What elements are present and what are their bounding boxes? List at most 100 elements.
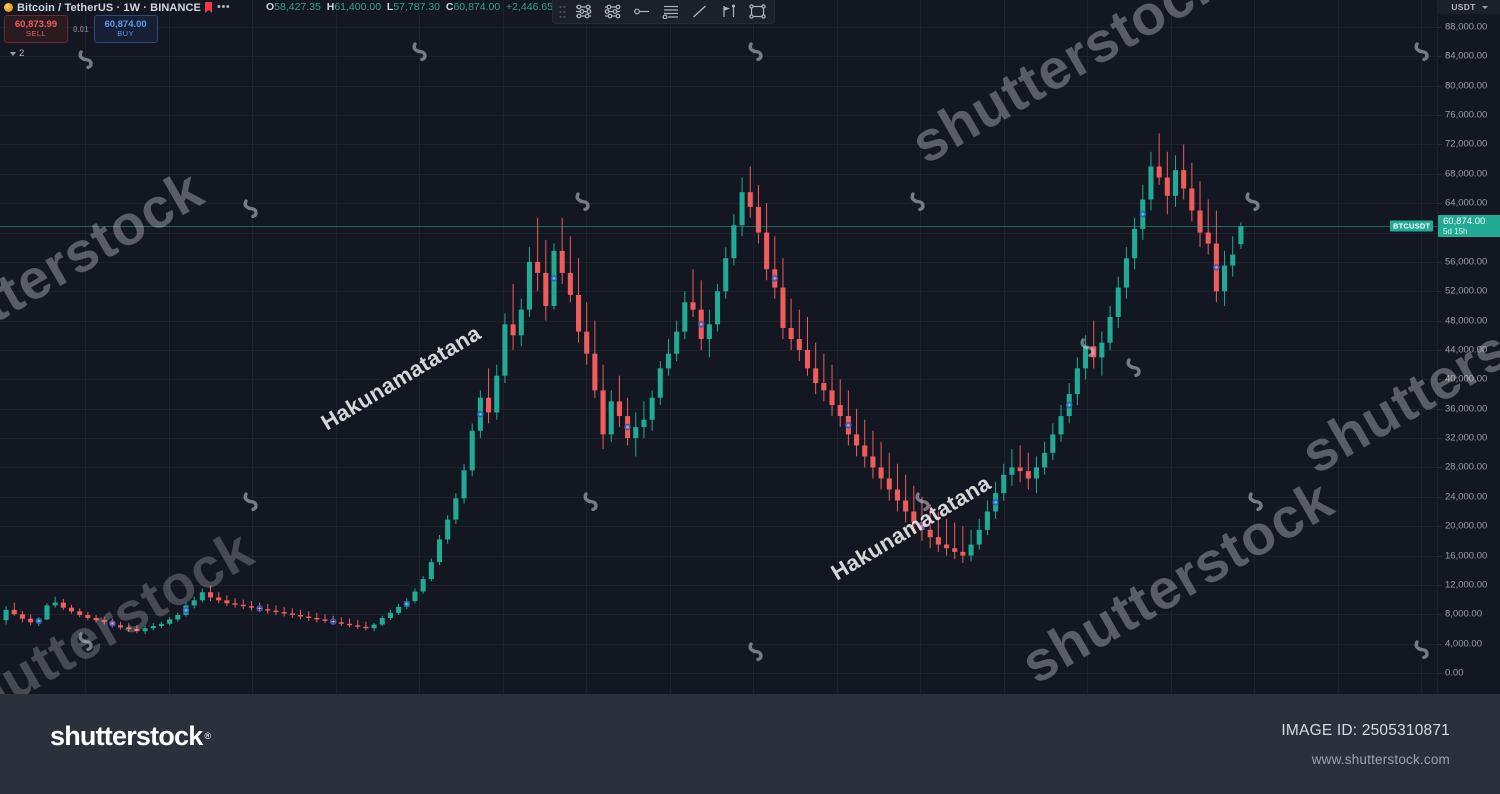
bitcoin-coin-icon (4, 3, 13, 12)
quantity-value: 2 (19, 48, 25, 59)
grid-line-vertical (670, 0, 671, 694)
dot-line-icon[interactable] (627, 1, 655, 23)
grid-line-horizontal (0, 144, 1437, 146)
current-price-line (0, 226, 1437, 228)
trend-line-icon[interactable] (685, 1, 713, 23)
price-axis-tick (1438, 584, 1442, 586)
price-axis-label: 16,000.00 (1445, 550, 1488, 562)
price-axis-tick (1438, 555, 1442, 557)
magnet-slider-icon[interactable] (569, 1, 597, 23)
grid-line-vertical (837, 0, 838, 694)
bar-countdown: 5d 15h (1443, 226, 1468, 236)
ohlc-low-key: L (386, 1, 394, 13)
grid-line-vertical (252, 0, 253, 694)
grid-line-horizontal (0, 85, 1437, 87)
grid-line-horizontal (0, 673, 1437, 674)
price-axis-label: 52,000.00 (1445, 285, 1488, 297)
ohlc-values: O58,427.35 H61,400.00 L57,787.30 C60,874… (266, 1, 559, 13)
grid-line-vertical (753, 0, 754, 694)
currency-selector[interactable]: USDT (1438, 0, 1500, 14)
flag-pitchfork-icon[interactable] (714, 1, 742, 23)
price-axis-label: 0.00 (1445, 667, 1464, 679)
price-axis-label: 56,000.00 (1445, 256, 1488, 268)
grid-line-horizontal (0, 350, 1437, 351)
price-axis-tick (1438, 115, 1442, 117)
grid-line-horizontal (0, 438, 1437, 440)
tradingview-chart-app: BTCUSDT Bitcoin / TetherUS · 1W · BINANC… (0, 0, 1500, 694)
current-price-badge: 60,874.00 5d 15h (1438, 215, 1500, 238)
grid-line-horizontal (0, 614, 1437, 616)
grid-line-horizontal (0, 115, 1437, 117)
image-id-text: IMAGE ID: 2505310871 (1281, 722, 1450, 739)
shutterstock-footer (0, 694, 1500, 794)
more-options-icon[interactable]: ••• (217, 1, 231, 13)
ohlc-open-key: O (266, 1, 275, 13)
grid-line-horizontal (0, 584, 1437, 586)
ohlc-high-value: 61,400.00 (334, 1, 382, 13)
price-axis-label: 76,000.00 (1445, 109, 1488, 121)
quantity-stepper[interactable]: 2 (6, 47, 28, 60)
price-axis-tick (1438, 496, 1442, 498)
grid-line-vertical (85, 0, 86, 694)
grid-line-horizontal (0, 56, 1437, 58)
record-flag-icon[interactable] (205, 2, 213, 13)
buy-price: 60,874.00 (104, 19, 147, 31)
drawing-toolbar[interactable] (552, 0, 775, 24)
price-axis-tick (1438, 144, 1442, 146)
chevron-down-icon (1481, 5, 1488, 9)
chart-pane[interactable]: BTCUSDT (0, 0, 1437, 694)
ohlc-high-key: H (326, 1, 335, 13)
symbol-price-tag: BTCUSDT (1390, 220, 1434, 232)
price-axis-tick (1438, 526, 1442, 528)
price-axis[interactable]: USDT 88,000.00 84,000.00 80,000.00 76,000.0… (1437, 0, 1500, 694)
buy-label: BUY (117, 29, 134, 39)
magnet-slider-2-icon[interactable] (598, 1, 626, 23)
grid-line-horizontal (0, 379, 1437, 381)
price-axis-tick (1438, 643, 1442, 645)
grid-line-horizontal (0, 27, 1437, 28)
price-axis-label: 68,000.00 (1445, 168, 1488, 180)
grid-line-horizontal (0, 173, 1437, 175)
sell-price: 60,873.99 (14, 19, 58, 31)
page-title[interactable]: Bitcoin / TetherUS · 1W · BINANCE (17, 1, 201, 14)
price-axis-tick (1438, 56, 1442, 58)
price-axis-tick (1438, 379, 1442, 381)
lines-list-icon[interactable] (656, 1, 684, 23)
grid-line-horizontal (0, 203, 1437, 205)
spread-value: 0.01 (73, 24, 89, 34)
price-axis-tick (1438, 27, 1442, 28)
trade-buttons: 60,873.99 SELL 0.01 60,874.00 BUY (4, 15, 158, 43)
price-axis-tick (1438, 438, 1442, 440)
registered-mark: ® (204, 731, 212, 741)
grid-line-vertical (419, 0, 420, 694)
rectangle-icon[interactable] (743, 1, 771, 23)
price-axis-label: 44,000.00 (1445, 344, 1488, 356)
drag-grip-icon[interactable] (556, 1, 568, 23)
price-axis-tick (1438, 85, 1442, 87)
price-axis-label: 12,000.00 (1445, 579, 1488, 591)
chevron-down-icon (10, 51, 16, 56)
current-price-value: 60,874.00 (1443, 215, 1486, 227)
ohlc-change-value: +2,446.65 (506, 1, 554, 13)
grid-line-vertical (1171, 0, 1172, 694)
price-axis-label: 24,000.00 (1445, 491, 1488, 503)
footer-url: www.shutterstock.com (1311, 752, 1450, 767)
price-axis-label: 32,000.00 (1445, 432, 1488, 444)
price-axis-tick (1438, 291, 1442, 293)
currency-label: USDT (1451, 2, 1476, 12)
shutterstock-logo-text: shutterstock (50, 720, 203, 751)
price-axis-label: 72,000.00 (1445, 138, 1488, 150)
grid-line-horizontal (0, 555, 1437, 557)
price-axis-tick (1438, 203, 1442, 205)
buy-button[interactable]: 60,874.00 BUY (93, 15, 158, 43)
grid-line-horizontal (0, 408, 1437, 410)
price-axis-label: 36,000.00 (1445, 403, 1488, 415)
ohlc-close-key: C (445, 1, 454, 13)
grid-line-vertical (1421, 0, 1422, 694)
grid-line-vertical (920, 0, 921, 694)
sell-button[interactable]: 60,873.99 SELL (4, 15, 68, 43)
price-axis-tick (1438, 173, 1442, 175)
price-axis-tick (1438, 467, 1442, 469)
price-axis-label: 48,000.00 (1445, 315, 1488, 327)
price-axis-label: 4,000.00 (1445, 638, 1482, 650)
